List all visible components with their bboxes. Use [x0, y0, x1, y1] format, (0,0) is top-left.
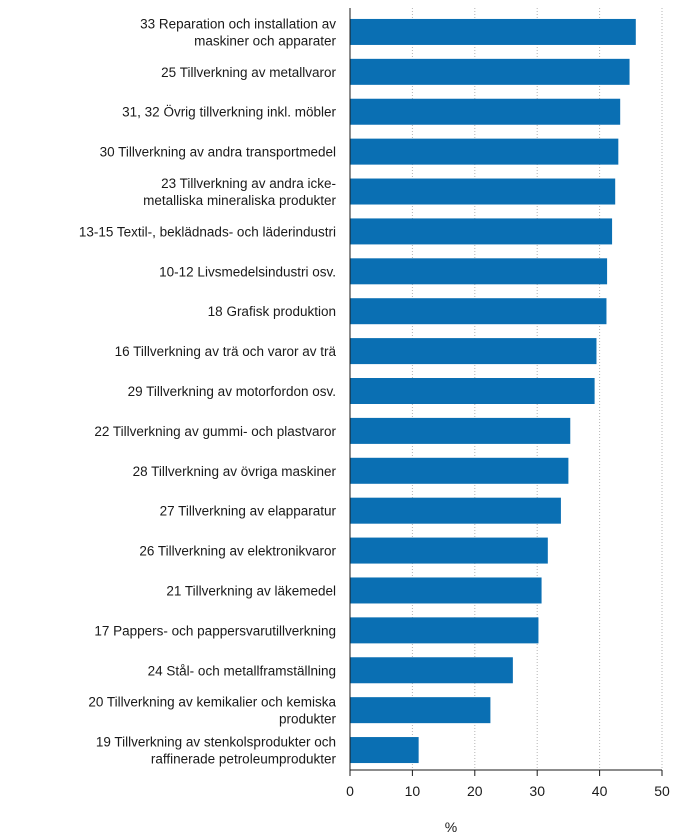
category-labels: 33 Reparation och installation av maskine…	[79, 16, 337, 766]
category-label: 22 Tillverkning av gummi- och plastvaror	[94, 424, 336, 439]
x-tick-label: 0	[346, 783, 354, 799]
bar	[350, 417, 571, 444]
x-tick-label: 20	[467, 783, 483, 799]
category-label: 28 Tillverkning av övriga maskiner	[133, 464, 337, 479]
category-label: 31, 32 Övrig tillverkning inkl. möbler	[122, 105, 336, 120]
bar	[350, 378, 595, 404]
category-label: 25 Tillverkning av metallvaror	[161, 65, 336, 80]
category-label: 18 Grafisk produktion	[208, 304, 336, 319]
category-label: 17 Pappers- och pappersvarutillverkning	[94, 623, 336, 638]
category-label: 21 Tillverkning av läkemedel	[166, 583, 336, 598]
x-axis-title: %	[445, 819, 457, 835]
x-axis: 0 10 20 30 40 50	[346, 8, 670, 799]
bar	[350, 298, 607, 325]
category-label: 10-12 Livsmedelsindustri osv.	[159, 264, 336, 279]
x-tick-label: 50	[654, 783, 670, 799]
bar	[350, 657, 513, 684]
category-label: 27 Tillverkning av elapparatur	[160, 504, 337, 519]
x-tick-label: 30	[529, 783, 545, 799]
bar	[350, 497, 561, 524]
category-label: 29 Tillverkning av motorfordon osv.	[128, 384, 336, 399]
bar	[350, 138, 619, 165]
bar	[350, 178, 616, 205]
category-label: 23 Tillverkning av andra icke-	[161, 176, 336, 191]
category-label: 24 Stål- och metallframställning	[148, 663, 336, 678]
category-label: 26 Tillverkning av elektronikvaror	[139, 544, 336, 559]
category-label: 19 Tillverkning av stenkolsprodukter och	[96, 735, 336, 750]
bar	[350, 218, 613, 245]
category-label: 30 Tillverkning av andra transportmedel	[100, 145, 336, 160]
bar	[350, 617, 539, 644]
bar	[350, 258, 608, 285]
category-label: raffinerade petroleumprodukter	[151, 752, 337, 767]
bars	[350, 18, 636, 764]
category-label: 16 Tillverkning av trä och varor av trä	[115, 344, 337, 359]
category-label: maskiner och apparater	[194, 33, 336, 48]
category-label: produkter	[279, 712, 337, 727]
category-label: 13-15 Textil-, beklädnads- och läderindu…	[79, 224, 336, 239]
bar	[350, 577, 542, 604]
bar	[350, 457, 569, 484]
bar	[350, 58, 630, 85]
category-label: metalliska mineraliska produkter	[143, 193, 336, 208]
bar	[350, 18, 636, 45]
bar	[350, 737, 419, 764]
x-tick-label: 10	[405, 783, 421, 799]
x-tick-label: 40	[592, 783, 608, 799]
bar	[350, 98, 621, 125]
category-label: 33 Reparation och installation av	[140, 16, 336, 31]
category-label: 20 Tillverkning av kemikalier och kemisk…	[88, 695, 336, 710]
bar	[350, 537, 548, 564]
bar	[350, 338, 597, 365]
bar	[350, 697, 491, 724]
